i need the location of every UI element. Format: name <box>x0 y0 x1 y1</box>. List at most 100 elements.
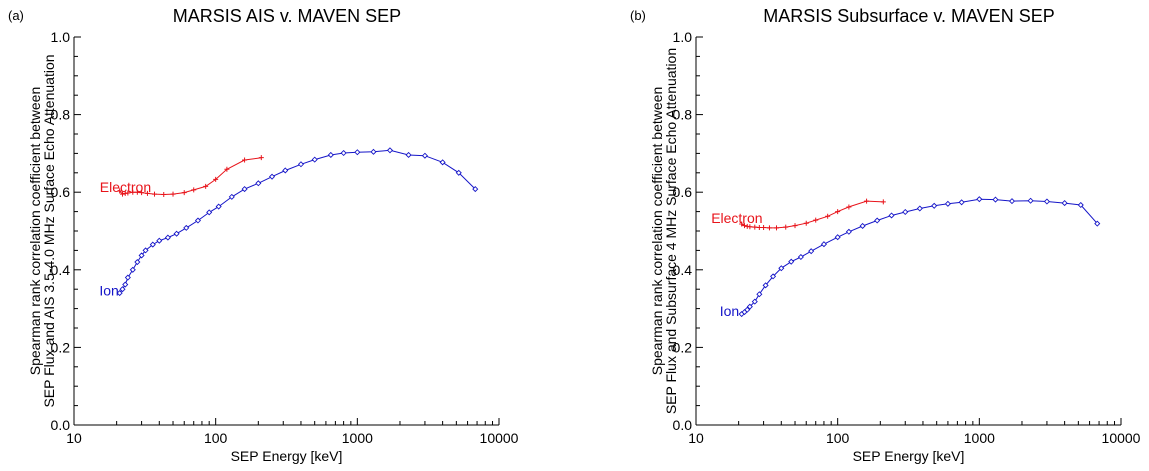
data-point-electron <box>835 209 841 215</box>
data-point-ion <box>297 161 304 168</box>
data-point-ion <box>156 237 163 244</box>
data-point-ion <box>142 247 149 254</box>
data-point-electron <box>742 223 748 229</box>
panel-label: (b) <box>630 8 646 23</box>
data-point-ion <box>762 282 769 289</box>
data-point-ion <box>119 286 126 293</box>
data-point-ion <box>124 274 131 281</box>
data-point-electron <box>825 213 831 219</box>
data-point-electron <box>813 217 819 223</box>
data-point-electron <box>134 189 140 195</box>
data-point-ion <box>808 248 815 255</box>
data-point-electron <box>880 199 886 205</box>
y-tick-label: 0.6 <box>51 184 71 200</box>
x-axis-label: SEP Energy [keV] <box>231 448 343 464</box>
data-point-electron <box>756 225 762 231</box>
y-tick-label: 0.0 <box>673 417 693 433</box>
data-point-ion <box>778 265 785 272</box>
x-axis-label: SEP Energy [keV] <box>853 448 965 464</box>
data-point-ion <box>931 202 938 209</box>
data-point-ion <box>744 306 751 313</box>
data-point-ion <box>405 151 412 158</box>
y-tick-label: 1.0 <box>673 29 693 45</box>
data-point-ion <box>1061 200 1068 207</box>
data-point-ion <box>194 217 202 224</box>
data-point-ion <box>138 252 145 259</box>
x-tick-label: 10000 <box>1102 430 1141 446</box>
data-point-ion <box>1043 198 1050 205</box>
y-axis-label-line-1: Spearman rank correlation coefficient be… <box>649 87 665 375</box>
data-point-ion <box>116 290 123 297</box>
data-point-electron <box>117 188 123 194</box>
data-point-ion <box>327 151 334 158</box>
data-point-electron <box>864 198 870 204</box>
annotation-electron: Electron <box>100 179 151 195</box>
data-point-electron <box>773 225 779 231</box>
data-point-ion <box>255 180 262 187</box>
data-point-electron <box>139 190 145 196</box>
data-point-electron <box>747 224 753 230</box>
panel-label: (a) <box>8 8 24 23</box>
data-point-electron <box>792 223 798 229</box>
x-tick-label: 10 <box>688 430 704 446</box>
data-point-ion <box>916 205 923 212</box>
data-point-ion <box>902 208 909 216</box>
annotation-electron: Electron <box>711 210 762 226</box>
data-point-electron <box>739 221 745 227</box>
data-point-ion <box>269 173 276 180</box>
x-tick-label: 100 <box>826 430 850 446</box>
data-point-electron <box>213 176 219 182</box>
series-line-ion <box>119 149 476 294</box>
data-point-ion <box>129 266 136 273</box>
data-point-electron <box>120 191 126 197</box>
data-point-electron <box>170 191 176 197</box>
data-point-ion <box>149 241 156 248</box>
data-point-electron <box>203 183 209 189</box>
data-point-ion <box>241 186 248 193</box>
data-point-ion <box>834 234 841 241</box>
data-point-ion <box>1027 197 1034 204</box>
annotation-ion: Ion <box>99 282 118 298</box>
data-point-electron <box>766 225 772 231</box>
data-point-ion <box>421 152 428 159</box>
data-point-ion <box>215 203 222 210</box>
data-point-ion <box>756 291 763 298</box>
y-axis-label-line-2: SEP Flux and AIS 3.5-4.0 MHz Surface Ech… <box>41 54 57 407</box>
data-point-ion <box>311 156 318 163</box>
data-point-ion <box>206 209 213 216</box>
y-tick-label: 0.2 <box>673 339 693 355</box>
chart-title: MARSIS Subsurface v. MAVEN SEP <box>763 6 1054 26</box>
data-point-ion <box>472 186 479 193</box>
data-point-ion <box>164 234 171 241</box>
data-point-ion <box>1077 201 1084 209</box>
y-tick-label: 0.0 <box>51 417 71 433</box>
panel-b: (b) MARSIS Subsurface v. MAVEN SEP 0.0 0.2 0… <box>630 6 1141 464</box>
data-point-electron <box>161 192 167 198</box>
data-point-ion <box>958 199 965 206</box>
data-point-ion <box>944 200 951 207</box>
y-tick-label: 1.0 <box>51 29 71 45</box>
data-point-electron <box>761 225 767 231</box>
panel-a: (a) MARSIS AIS v. MAVEN SEP 0.0 0.2 0.4 0.6 0.… <box>8 6 519 464</box>
y-axis-label-line-2: SEP Flux and Subsurface 4 MHz Surface Ec… <box>663 48 679 414</box>
data-point-electron <box>181 190 187 196</box>
data-point-ion <box>370 148 377 155</box>
data-point-ion <box>354 149 361 156</box>
y-tick-label: 0.6 <box>673 184 693 200</box>
series-line-ion <box>741 198 1098 315</box>
chart-title: MARSIS AIS v. MAVEN SEP <box>173 6 401 26</box>
data-point-ion <box>992 196 999 203</box>
data-point-electron <box>242 157 248 163</box>
data-point-ion <box>859 222 866 229</box>
annotation-ion: Ion <box>720 303 739 319</box>
x-tick-label: 10000 <box>480 430 519 446</box>
data-point-ion <box>976 196 983 203</box>
data-point-electron <box>224 166 230 172</box>
data-point-ion <box>788 258 795 265</box>
data-point-ion <box>183 224 190 231</box>
y-tick-label: 0.2 <box>51 339 71 355</box>
y-tick-label: 0.8 <box>673 107 693 123</box>
data-point-ion <box>340 149 347 157</box>
